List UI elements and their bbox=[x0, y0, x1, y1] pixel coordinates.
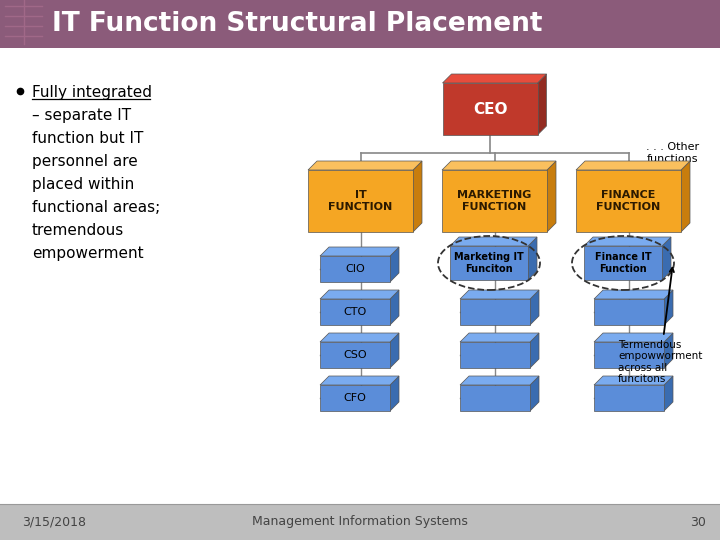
Text: empowerment: empowerment bbox=[32, 246, 143, 261]
FancyBboxPatch shape bbox=[584, 246, 662, 280]
Polygon shape bbox=[530, 290, 539, 325]
Polygon shape bbox=[530, 333, 539, 368]
FancyBboxPatch shape bbox=[443, 83, 538, 135]
Polygon shape bbox=[443, 74, 546, 83]
Polygon shape bbox=[664, 290, 673, 325]
FancyBboxPatch shape bbox=[594, 385, 664, 411]
FancyBboxPatch shape bbox=[308, 170, 413, 232]
Text: Management Information Systems: Management Information Systems bbox=[252, 516, 468, 529]
Text: function but IT: function but IT bbox=[32, 131, 143, 146]
FancyBboxPatch shape bbox=[576, 170, 681, 232]
FancyBboxPatch shape bbox=[0, 0, 720, 48]
FancyBboxPatch shape bbox=[594, 299, 664, 325]
Text: CIO: CIO bbox=[345, 264, 365, 274]
Text: CTO: CTO bbox=[343, 307, 366, 317]
Polygon shape bbox=[320, 376, 399, 385]
Polygon shape bbox=[538, 74, 546, 135]
Text: FINANCE
FUNCTION: FINANCE FUNCTION bbox=[596, 190, 661, 212]
FancyBboxPatch shape bbox=[320, 342, 390, 368]
Polygon shape bbox=[594, 333, 673, 342]
FancyBboxPatch shape bbox=[442, 170, 547, 232]
Polygon shape bbox=[664, 333, 673, 368]
Polygon shape bbox=[442, 161, 556, 170]
FancyBboxPatch shape bbox=[460, 299, 530, 325]
Text: Fully integrated: Fully integrated bbox=[32, 85, 152, 100]
FancyBboxPatch shape bbox=[320, 256, 390, 282]
Polygon shape bbox=[320, 333, 399, 342]
FancyBboxPatch shape bbox=[320, 385, 390, 411]
Text: IT Function Structural Placement: IT Function Structural Placement bbox=[52, 11, 542, 37]
Polygon shape bbox=[390, 333, 399, 368]
Polygon shape bbox=[390, 290, 399, 325]
Polygon shape bbox=[547, 161, 556, 232]
Text: Termendous
empowworment
across all
funcitons: Termendous empowworment across all funci… bbox=[618, 268, 703, 384]
Polygon shape bbox=[413, 161, 422, 232]
Polygon shape bbox=[390, 376, 399, 411]
Text: personnel are: personnel are bbox=[32, 154, 138, 169]
Text: MARKETING
FUNCTION: MARKETING FUNCTION bbox=[457, 190, 531, 212]
Text: CEO: CEO bbox=[473, 102, 508, 117]
Polygon shape bbox=[528, 237, 537, 280]
Text: placed within: placed within bbox=[32, 177, 134, 192]
Text: tremendous: tremendous bbox=[32, 223, 125, 238]
Polygon shape bbox=[320, 247, 399, 256]
Text: Marketing IT
Funciton: Marketing IT Funciton bbox=[454, 252, 524, 274]
FancyBboxPatch shape bbox=[320, 299, 390, 325]
Polygon shape bbox=[460, 376, 539, 385]
Text: CFO: CFO bbox=[343, 393, 366, 403]
Polygon shape bbox=[390, 247, 399, 282]
Polygon shape bbox=[308, 161, 422, 170]
Polygon shape bbox=[576, 161, 690, 170]
Text: 30: 30 bbox=[690, 516, 706, 529]
Polygon shape bbox=[662, 237, 671, 280]
Polygon shape bbox=[460, 290, 539, 299]
Polygon shape bbox=[681, 161, 690, 232]
Polygon shape bbox=[664, 376, 673, 411]
Text: . . . Other
functions: . . . Other functions bbox=[647, 142, 700, 164]
Polygon shape bbox=[584, 237, 671, 246]
FancyBboxPatch shape bbox=[460, 385, 530, 411]
Text: IT
FUNCTION: IT FUNCTION bbox=[328, 190, 392, 212]
Text: 3/15/2018: 3/15/2018 bbox=[22, 516, 86, 529]
Polygon shape bbox=[594, 290, 673, 299]
Text: CSO: CSO bbox=[343, 350, 366, 360]
FancyBboxPatch shape bbox=[594, 342, 664, 368]
Polygon shape bbox=[450, 237, 537, 246]
Polygon shape bbox=[320, 290, 399, 299]
Text: – separate IT: – separate IT bbox=[32, 108, 131, 123]
Polygon shape bbox=[594, 376, 673, 385]
FancyBboxPatch shape bbox=[450, 246, 528, 280]
Text: functional areas;: functional areas; bbox=[32, 200, 161, 215]
Polygon shape bbox=[460, 333, 539, 342]
FancyBboxPatch shape bbox=[460, 342, 530, 368]
Polygon shape bbox=[530, 376, 539, 411]
Text: Finance IT
Function: Finance IT Function bbox=[595, 252, 652, 274]
FancyBboxPatch shape bbox=[0, 504, 720, 540]
